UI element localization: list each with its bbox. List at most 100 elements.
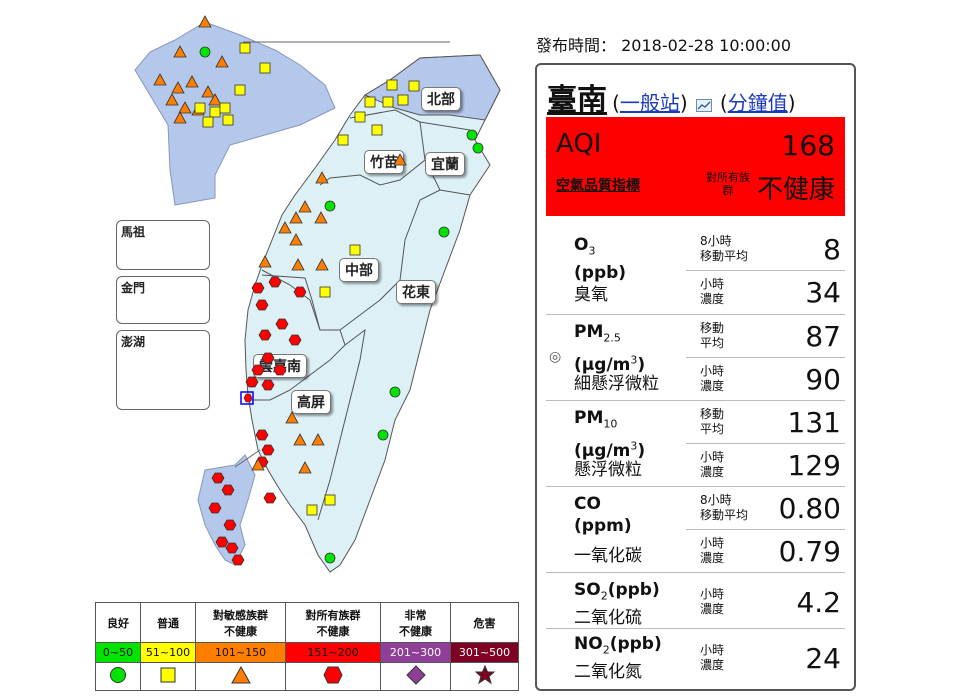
- aqi-subtitle-link[interactable]: 空氣品質指標: [556, 178, 640, 194]
- moderate-station-marker[interactable]: [364, 96, 376, 108]
- moderate-station-marker[interactable]: [259, 62, 271, 74]
- sensitive-unhealthy-station-marker[interactable]: [298, 200, 312, 213]
- region-central[interactable]: 中部: [339, 258, 379, 282]
- moderate-station-marker[interactable]: [209, 106, 221, 118]
- moderate-station-marker[interactable]: [354, 111, 366, 123]
- sensitive-unhealthy-station-marker[interactable]: [173, 111, 187, 124]
- good-station-marker[interactable]: [472, 142, 484, 154]
- moderate-station-marker[interactable]: [382, 96, 394, 108]
- sensitive-unhealthy-station-marker[interactable]: [315, 258, 329, 271]
- unhealthy-station-marker[interactable]: [261, 444, 275, 456]
- sensitive-unhealthy-station-marker[interactable]: [185, 75, 199, 88]
- unhealthy-station-marker[interactable]: [273, 364, 287, 376]
- unhealthy-station-marker[interactable]: [263, 492, 277, 504]
- sensitive-unhealthy-station-marker[interactable]: [215, 55, 229, 68]
- unhealthy-station-marker[interactable]: [245, 376, 259, 388]
- moderate-station-marker[interactable]: [306, 504, 318, 516]
- moderate-station-marker[interactable]: [239, 42, 251, 54]
- unhealthy-station-marker[interactable]: [261, 352, 275, 364]
- sensitive-unhealthy-station-marker[interactable]: [198, 15, 212, 28]
- sensitive-unhealthy-station-marker[interactable]: [298, 461, 312, 474]
- moderate-station-marker[interactable]: [324, 494, 336, 506]
- moderate-station-marker[interactable]: [319, 286, 331, 298]
- legend-name: 非常 不健康: [380, 602, 451, 643]
- moderate-station-marker[interactable]: [397, 94, 409, 106]
- moderate-station-marker[interactable]: [386, 79, 398, 91]
- sensitive-unhealthy-station-marker[interactable]: [165, 93, 179, 106]
- line-chart-icon[interactable]: [695, 99, 712, 112]
- sensitive-unhealthy-station-marker[interactable]: [393, 153, 407, 166]
- sensitive-unhealthy-station-marker[interactable]: [258, 255, 272, 268]
- unhealthy-station-marker[interactable]: [255, 299, 269, 311]
- selected-station-marker[interactable]: [240, 391, 254, 405]
- moderate-station-marker[interactable]: [371, 124, 383, 136]
- unhealthy-station-marker[interactable]: [208, 502, 222, 514]
- unhealthy-station-marker[interactable]: [221, 484, 235, 496]
- selected-station-hexagon-icon[interactable]: [243, 393, 253, 403]
- sensitive-unhealthy-station-marker[interactable]: [289, 211, 303, 224]
- sensitive-unhealthy-station-marker[interactable]: [173, 45, 187, 58]
- unhealthy-station-marker[interactable]: [251, 282, 265, 294]
- good-station-marker[interactable]: [389, 386, 401, 398]
- good-station-marker[interactable]: [466, 129, 478, 141]
- kinmen-inset[interactable]: 金門: [116, 276, 210, 324]
- sensitive-unhealthy-station-marker[interactable]: [315, 171, 329, 184]
- station-type-link[interactable]: 一般站: [619, 91, 680, 115]
- sensitive-unhealthy-station-marker[interactable]: [171, 81, 185, 94]
- unhealthy-station-marker[interactable]: [231, 554, 245, 566]
- unhealthy-station-marker[interactable]: [223, 519, 237, 531]
- unhealthy-station-marker[interactable]: [215, 536, 229, 548]
- region-gaoping[interactable]: 高屏: [291, 390, 331, 414]
- unhealthy-station-marker[interactable]: [211, 472, 225, 484]
- moderate-station-marker[interactable]: [222, 114, 234, 126]
- good-station-marker[interactable]: [377, 429, 389, 441]
- minute-value-link[interactable]: 分鐘值: [727, 91, 788, 115]
- region-huadong[interactable]: 花東: [396, 280, 436, 304]
- region-north[interactable]: 北部: [421, 87, 461, 111]
- sensitive-unhealthy-station-marker[interactable]: [289, 233, 303, 246]
- matsu-inset[interactable]: 馬祖: [116, 220, 210, 270]
- sensitive-unhealthy-station-marker[interactable]: [178, 101, 192, 114]
- sensitive-unhealthy-station-marker[interactable]: [285, 411, 299, 424]
- unhealthy-station-marker[interactable]: [288, 334, 302, 346]
- reading-value: 0.80: [778, 492, 841, 525]
- unhealthy-station-marker[interactable]: [255, 429, 269, 441]
- moderate-station-marker[interactable]: [194, 102, 206, 114]
- moderate-station-marker[interactable]: [337, 134, 349, 146]
- good-station-marker[interactable]: [324, 552, 336, 564]
- sensitive-unhealthy-station-marker[interactable]: [278, 221, 292, 234]
- moderate-station-marker[interactable]: [202, 116, 214, 128]
- sensitive-unhealthy-station-marker[interactable]: [293, 433, 307, 446]
- unhealthy-station-marker[interactable]: [275, 318, 289, 330]
- sensitive-unhealthy-station-marker[interactable]: [201, 85, 215, 98]
- pollutant-name: CO (ppm): [574, 494, 632, 536]
- good-station-marker[interactable]: [438, 226, 450, 238]
- sensitive-unhealthy-station-marker[interactable]: [153, 73, 167, 86]
- region-yilan[interactable]: 宜蘭: [425, 152, 465, 176]
- unhealthy-station-marker[interactable]: [225, 542, 239, 554]
- legend-diamond-icon: [380, 662, 451, 691]
- moderate-station-marker[interactable]: [219, 102, 231, 114]
- good-station-marker[interactable]: [324, 200, 336, 212]
- good-station-marker[interactable]: [199, 46, 211, 58]
- penghu-inset[interactable]: 澎湖: [116, 330, 210, 410]
- moderate-station-marker[interactable]: [349, 244, 361, 256]
- unhealthy-station-marker[interactable]: [251, 364, 265, 376]
- sensitive-unhealthy-station-marker[interactable]: [291, 258, 305, 271]
- unhealthy-station-marker[interactable]: [261, 379, 275, 391]
- moderate-station-marker[interactable]: [234, 84, 246, 96]
- region-zhumiao[interactable]: 竹苗: [364, 150, 404, 174]
- unhealthy-station-marker[interactable]: [268, 276, 282, 288]
- reading-value: 4.2: [796, 586, 841, 619]
- pollutant-so2: SO2(ppb) 二氧化硫 小時 濃度 4.2: [546, 572, 845, 628]
- selected-radio-icon[interactable]: ◎: [549, 349, 562, 365]
- reading-row: 8小時 移動平均 0.80: [686, 487, 845, 530]
- unhealthy-station-marker[interactable]: [258, 329, 272, 341]
- sensitive-unhealthy-station-marker[interactable]: [251, 458, 265, 471]
- unhealthy-station-marker[interactable]: [293, 286, 307, 298]
- moderate-station-marker[interactable]: [408, 80, 420, 92]
- sensitive-unhealthy-station-marker[interactable]: [314, 211, 328, 224]
- sensitive-unhealthy-station-marker[interactable]: [311, 433, 325, 446]
- sensitive-unhealthy-station-marker[interactable]: [208, 93, 222, 106]
